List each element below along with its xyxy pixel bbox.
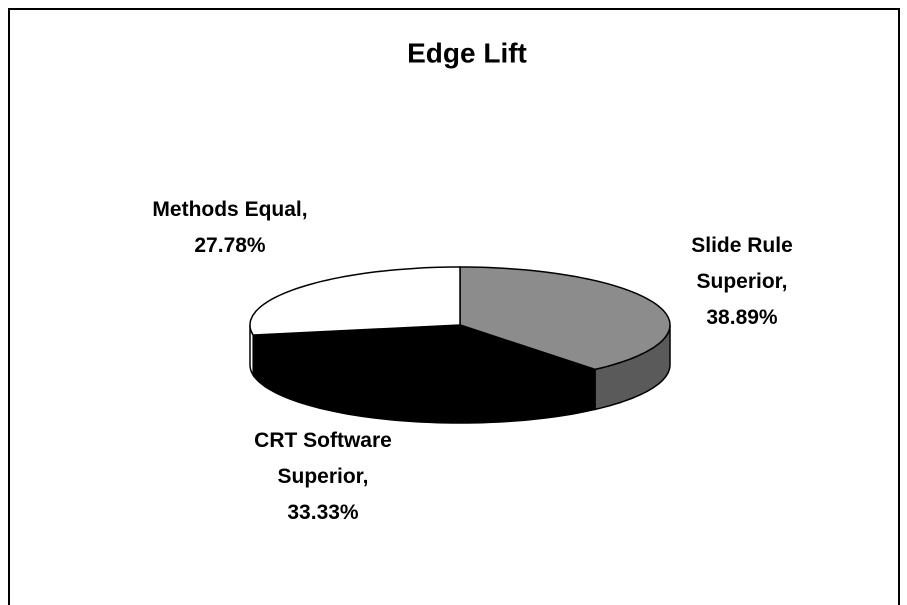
slice-label: CRT Software Superior, 33.33% — [248, 423, 398, 531]
category-label: Slide Rule Superior, — [691, 234, 793, 293]
chart-frame — [8, 8, 900, 605]
chart-title: Edge Lift — [407, 37, 527, 68]
pie-slice — [459, 266, 671, 371]
slice-label: Slide Rule Superior, 38.89% — [672, 228, 812, 336]
pie-slice — [251, 324, 598, 384]
value-label: 27.78% — [194, 234, 266, 257]
pie-slice — [249, 266, 461, 336]
category-label: Methods Equal, — [152, 198, 308, 221]
category-label: CRT Software Superior, — [254, 429, 392, 488]
value-label: 33.33% — [287, 501, 359, 524]
value-label: 38.89% — [706, 306, 778, 329]
slice-label: Methods Equal, 27.78% — [150, 192, 310, 264]
